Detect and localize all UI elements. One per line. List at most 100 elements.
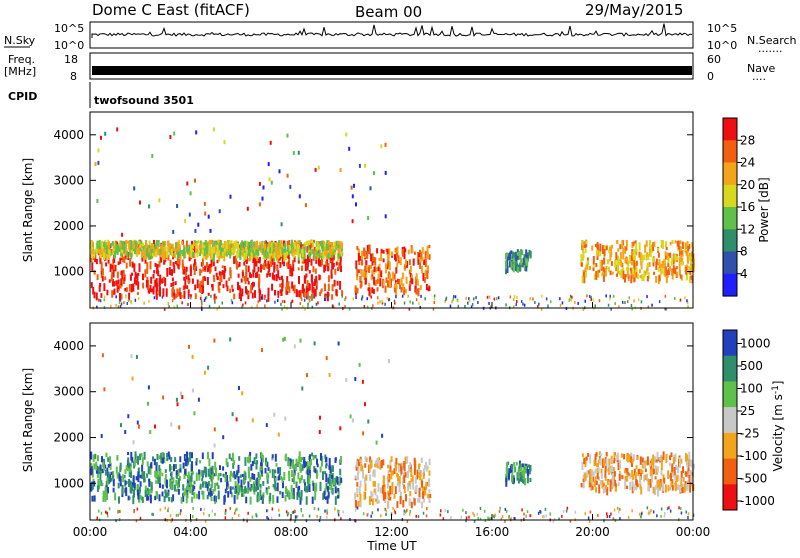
range-cell — [99, 464, 102, 471]
freq-left-tick-top: 18 — [64, 53, 78, 66]
range-cell — [189, 296, 192, 300]
range-cell — [236, 264, 239, 269]
range-cell — [170, 248, 173, 257]
range-cell — [200, 269, 203, 273]
range-cell — [172, 289, 175, 297]
range-cell — [540, 307, 543, 311]
range-cell — [597, 462, 599, 468]
range-cell — [139, 242, 142, 249]
range-cell — [179, 512, 182, 516]
range-cell — [493, 515, 496, 519]
range-cell — [94, 453, 97, 460]
range-cell — [257, 471, 260, 478]
range-cell — [513, 305, 515, 309]
range-cell — [108, 507, 111, 511]
range-cell — [96, 485, 99, 492]
range-cell — [161, 243, 164, 249]
range-cell — [176, 242, 179, 251]
range-cell — [669, 473, 672, 481]
range-cell — [271, 507, 274, 511]
range-cell — [190, 519, 192, 523]
range-cell — [621, 239, 624, 249]
range-cell — [330, 269, 333, 278]
range-cell — [265, 423, 268, 428]
range-cell — [127, 452, 130, 455]
range-cell — [687, 305, 689, 309]
range-cell — [240, 485, 243, 491]
range-cell — [193, 486, 196, 490]
range-cell — [107, 464, 110, 468]
range-cell — [284, 453, 287, 462]
range-cell — [277, 432, 280, 437]
range-cell — [568, 298, 570, 302]
range-cell — [286, 492, 289, 497]
range-cell — [115, 280, 118, 286]
range-cell — [513, 252, 516, 258]
range-cell — [591, 469, 594, 476]
range-cell — [245, 242, 248, 251]
range-cell — [252, 269, 255, 278]
range-cell — [109, 251, 112, 256]
range-cell — [670, 452, 673, 457]
range-cell — [177, 488, 180, 495]
range-cell — [298, 194, 301, 199]
range-cell — [521, 478, 524, 484]
range-cell — [344, 298, 346, 302]
range-cell — [640, 487, 643, 495]
range-cell — [306, 240, 309, 246]
range-cell — [680, 511, 683, 515]
range-cell — [418, 472, 420, 478]
range-cell — [170, 519, 172, 523]
range-cell — [168, 266, 171, 275]
range-cell — [340, 517, 342, 521]
range-cell — [245, 255, 248, 264]
range-cell — [275, 273, 278, 282]
range-cell — [596, 472, 599, 480]
range-cell — [325, 295, 327, 299]
range-cell — [235, 417, 238, 422]
range-cell — [153, 270, 156, 274]
range-cell — [360, 270, 363, 277]
range-cell — [283, 300, 286, 304]
range-cell — [127, 240, 130, 244]
range-cell — [397, 278, 400, 284]
range-cell — [682, 477, 685, 482]
range-cell — [530, 514, 533, 518]
range-cell — [626, 257, 628, 263]
range-cell — [635, 265, 638, 273]
range-cell — [206, 483, 209, 492]
range-cell — [371, 269, 374, 275]
range-cell — [155, 250, 158, 258]
range-cell — [658, 274, 661, 282]
range-cell — [127, 481, 130, 485]
range-cell — [380, 514, 382, 518]
range-cell — [152, 456, 154, 462]
range-cell — [255, 261, 258, 265]
range-cell — [373, 469, 376, 478]
range-cell — [369, 474, 372, 482]
range-cell — [170, 466, 173, 470]
range-cell — [525, 466, 528, 473]
range-cell — [200, 295, 202, 299]
range-cell — [356, 246, 359, 250]
range-cell — [366, 513, 369, 517]
colorbar-tick-label: -25 — [740, 427, 760, 441]
range-cell — [125, 465, 128, 470]
range-cell — [527, 464, 530, 468]
range-cell — [249, 249, 252, 253]
range-cell — [444, 509, 447, 512]
range-cell — [223, 252, 226, 262]
range-cell — [592, 471, 595, 477]
range-cell — [117, 305, 120, 309]
range-cell — [210, 496, 213, 502]
range-cell — [105, 245, 108, 253]
range-cell — [522, 302, 524, 306]
range-cell — [418, 488, 421, 496]
range-cell — [517, 478, 520, 484]
range-cell — [603, 268, 606, 277]
range-cell — [680, 250, 683, 255]
range-cell — [418, 469, 420, 475]
